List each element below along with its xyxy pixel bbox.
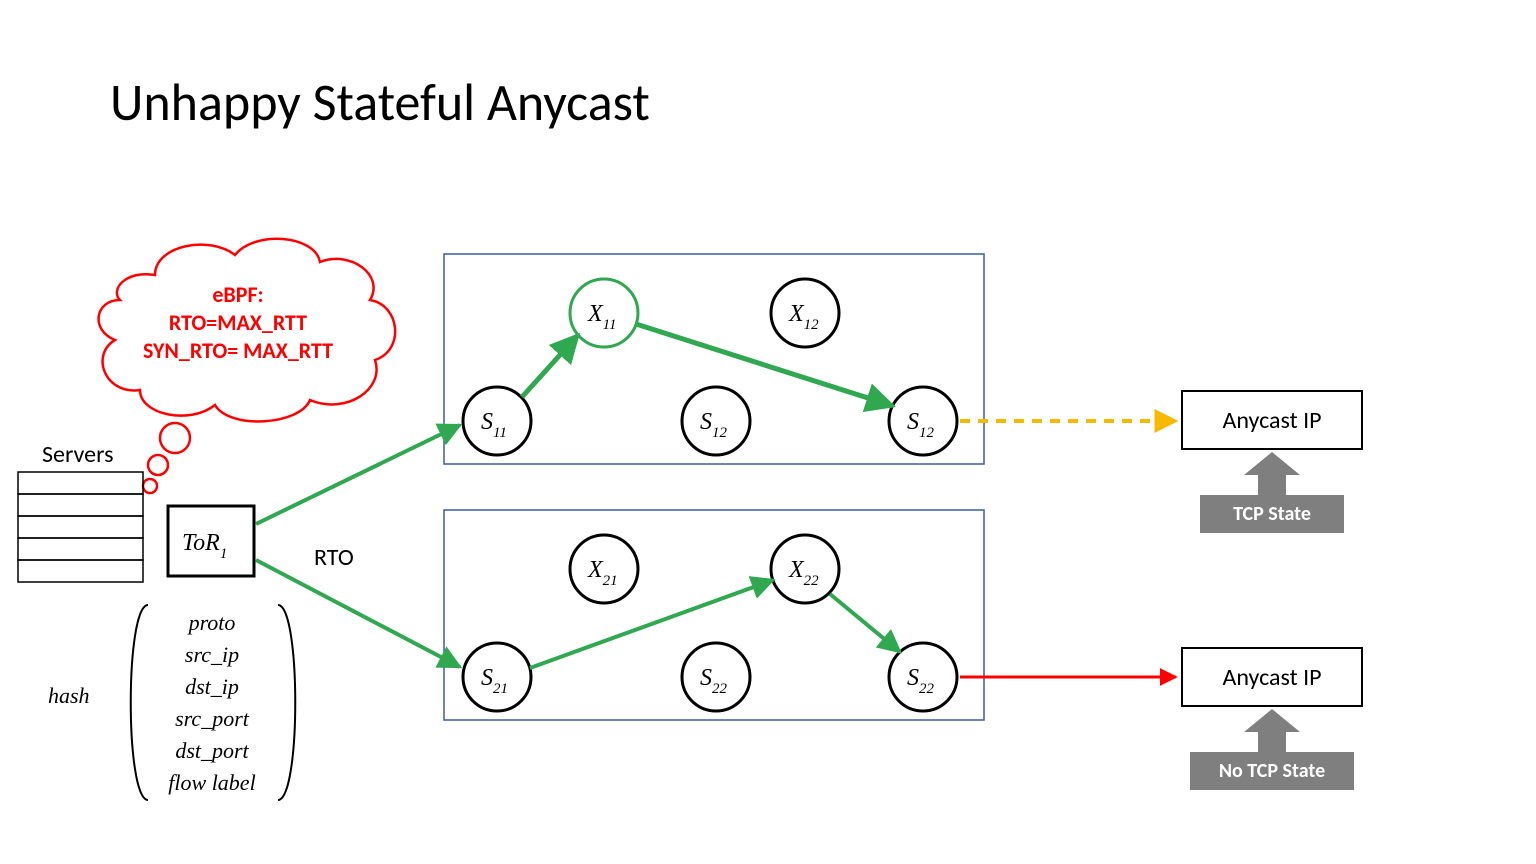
cloud-line-1: eBPF: <box>212 281 263 308</box>
edge-S11-X11 <box>522 335 578 397</box>
rto-label: RTO <box>314 543 354 572</box>
node-S22b: S22 <box>889 643 957 711</box>
node-S11: S11 <box>463 387 531 455</box>
diagram-canvas: eBPF: RTO=MAX_RTT SYN_RTO= MAX_RTT Serve… <box>0 0 1536 864</box>
svg-text:proto: proto <box>187 610 236 635</box>
svg-text:Anycast IP: Anycast IP <box>1222 663 1321 692</box>
cloud-line-3: SYN_RTO= MAX_RTT <box>143 337 333 364</box>
svg-text:src_ip: src_ip <box>185 642 239 667</box>
thought-cloud: eBPF: RTO=MAX_RTT SYN_RTO= MAX_RTT <box>99 239 396 493</box>
node-X21: X21 <box>570 535 638 603</box>
svg-text:TCP State: TCP State <box>1233 502 1311 526</box>
tor-node: ToR1 <box>168 506 254 576</box>
node-S21: S21 <box>463 643 531 711</box>
edge-X11-S12b <box>636 324 893 406</box>
hash-expression: hash proto src_ip dst_ip src_port dst_po… <box>48 605 295 800</box>
edge-X22-S22b <box>830 594 900 652</box>
node-S12b: S12 <box>889 387 957 455</box>
svg-text:src_port: src_port <box>175 706 250 731</box>
servers-label: Servers <box>42 440 113 469</box>
node-S12a: S12 <box>682 387 750 455</box>
node-S22a: S22 <box>682 643 750 711</box>
svg-text:dst_ip: dst_ip <box>185 674 239 699</box>
svg-text:Anycast IP: Anycast IP <box>1222 406 1321 435</box>
node-X22: X22 <box>771 535 839 603</box>
anycast-2: Anycast IP No TCP State <box>1182 648 1362 790</box>
edge-ToR-S11 <box>256 425 460 524</box>
hash-label: hash <box>48 683 90 708</box>
anycast-1: Anycast IP TCP State <box>1182 391 1362 533</box>
svg-text:ToR1: ToR1 <box>182 530 227 562</box>
svg-text:flow label: flow label <box>168 770 255 795</box>
servers-stack: Servers <box>18 440 143 582</box>
node-X11: X11 <box>570 279 638 347</box>
svg-text:dst_port: dst_port <box>175 738 249 763</box>
cloud-line-2: RTO=MAX_RTT <box>169 309 307 336</box>
svg-text:No TCP State: No TCP State <box>1219 759 1325 783</box>
node-X12: X12 <box>771 279 839 347</box>
